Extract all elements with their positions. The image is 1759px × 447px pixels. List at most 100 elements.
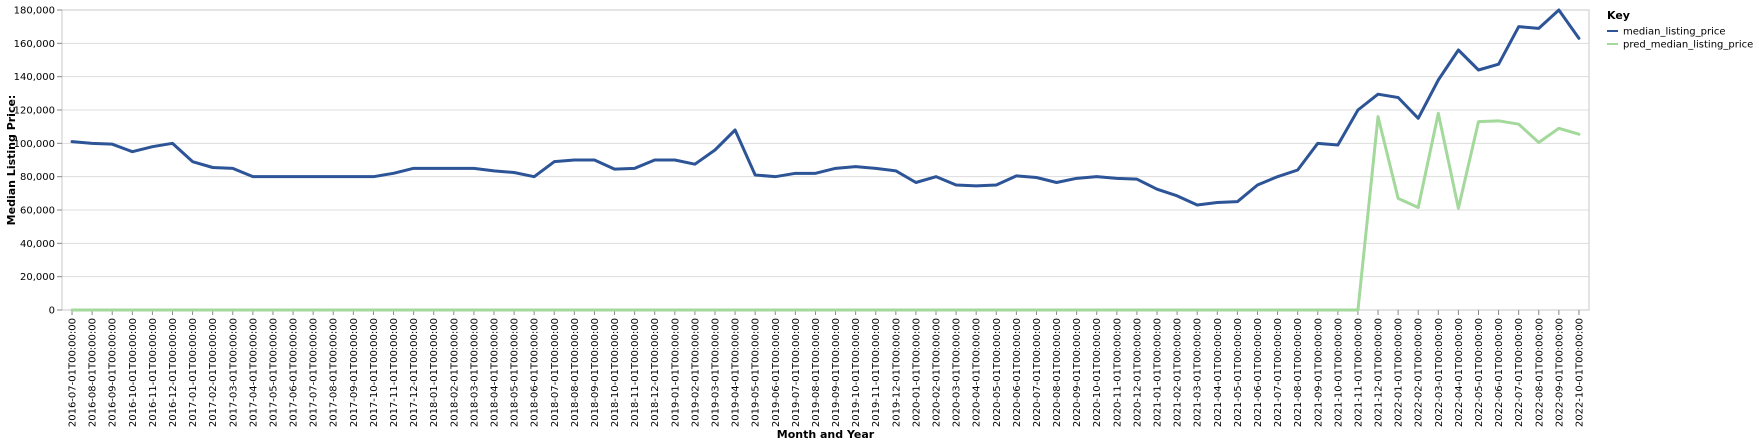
- x-tick-label: 2021-08-01T00:00:00: [1293, 318, 1304, 427]
- data-point: [312, 175, 314, 177]
- data-point: [1116, 177, 1118, 179]
- x-tick-label: 2019-02-01T00:00:00: [690, 318, 701, 427]
- data-point: [854, 309, 856, 311]
- y-tick-label: 140,000: [14, 72, 55, 83]
- x-tick-label: 2016-10-01T00:00:00: [128, 318, 139, 427]
- data-point: [372, 309, 374, 311]
- y-tick-label: 60,000: [20, 206, 55, 217]
- data-point: [1256, 184, 1258, 186]
- data-point: [593, 309, 595, 311]
- data-point: [272, 309, 274, 311]
- data-point: [352, 309, 354, 311]
- x-tick-label: 2020-12-01T00:00:00: [1132, 318, 1143, 427]
- x-tick-label: 2021-06-01T00:00:00: [1253, 318, 1264, 427]
- data-point: [412, 309, 414, 311]
- x-tick-label: 2019-01-01T00:00:00: [670, 318, 681, 427]
- x-tick-label: 2019-08-01T00:00:00: [811, 318, 822, 427]
- data-point: [794, 309, 796, 311]
- x-tick-label: 2016-09-01T00:00:00: [108, 318, 119, 427]
- data-point: [171, 309, 173, 311]
- data-point: [814, 309, 816, 311]
- data-point: [1256, 309, 1258, 311]
- data-point: [834, 309, 836, 311]
- data-point: [412, 167, 414, 169]
- data-point: [734, 309, 736, 311]
- x-tick-label: 2022-02-01T00:00:00: [1414, 318, 1425, 427]
- data-point: [1176, 195, 1178, 197]
- data-point: [232, 167, 234, 169]
- data-point: [1015, 309, 1017, 311]
- data-point: [1296, 309, 1298, 311]
- data-point: [1156, 309, 1158, 311]
- data-point: [553, 160, 555, 162]
- series-median-listing-price: [70, 8, 1581, 207]
- data-point: [1477, 120, 1479, 122]
- x-tick-label: 2020-08-01T00:00:00: [1052, 318, 1063, 427]
- data-point: [272, 175, 274, 177]
- data-point: [814, 172, 816, 174]
- data-point: [1216, 309, 1218, 311]
- data-point: [613, 309, 615, 311]
- x-tick-label: 2021-09-01T00:00:00: [1313, 318, 1324, 427]
- x-tick-label: 2019-06-01T00:00:00: [771, 318, 782, 427]
- grid-lines: [62, 9, 1589, 311]
- data-point: [1176, 309, 1178, 311]
- data-point: [292, 309, 294, 311]
- x-tick-label: 2016-12-01T00:00:00: [168, 318, 179, 427]
- data-point: [1377, 93, 1379, 95]
- legend-label-median-listing-price: median_listing_price: [1623, 27, 1726, 38]
- x-tick-label: 2021-05-01T00:00:00: [1233, 318, 1244, 427]
- y-tick-label: 180,000: [14, 6, 55, 17]
- data-point: [232, 309, 234, 311]
- data-point: [473, 167, 475, 169]
- data-point: [1156, 188, 1158, 190]
- x-tick-label: 2019-03-01T00:00:00: [710, 318, 721, 427]
- data-point: [1538, 27, 1540, 29]
- data-point: [1096, 309, 1098, 311]
- data-point: [774, 309, 776, 311]
- data-point: [1437, 79, 1439, 81]
- x-tick-label: 2017-11-01T00:00:00: [389, 318, 400, 427]
- x-tick-label: 2022-10-01T00:00:00: [1574, 318, 1585, 427]
- plot-area-border: [61, 9, 1590, 311]
- data-point: [111, 143, 113, 145]
- series-line: [70, 111, 1581, 312]
- x-tick-label: 2018-09-01T00:00:00: [590, 318, 601, 427]
- data-point: [1236, 200, 1238, 202]
- data-point: [111, 309, 113, 311]
- x-tick-label: 2018-12-01T00:00:00: [650, 318, 661, 427]
- y-tick-label: 80,000: [20, 172, 55, 183]
- data-point: [151, 145, 153, 147]
- data-point: [1397, 96, 1399, 98]
- data-point: [935, 175, 937, 177]
- x-tick-label: 2016-07-01T00:00:00: [68, 318, 79, 427]
- data-point: [1337, 309, 1339, 311]
- data-point: [1096, 175, 1098, 177]
- data-point: [513, 309, 515, 311]
- x-tick-label: 2017-12-01T00:00:00: [409, 318, 420, 427]
- data-point: [1196, 309, 1198, 311]
- data-point: [1357, 109, 1359, 111]
- data-point: [1437, 112, 1439, 114]
- x-tick-label: 2017-04-01T00:00:00: [248, 318, 259, 427]
- x-tick-label: 2017-06-01T00:00:00: [289, 318, 300, 427]
- data-point: [1015, 175, 1017, 177]
- x-tick-label: 2022-04-01T00:00:00: [1454, 318, 1465, 427]
- x-tick-label: 2021-07-01T00:00:00: [1273, 318, 1284, 427]
- x-tick-label: 2019-05-01T00:00:00: [751, 318, 762, 427]
- data-point: [654, 309, 656, 311]
- data-point: [694, 163, 696, 165]
- data-point: [1417, 117, 1419, 119]
- data-point: [774, 175, 776, 177]
- series-pred-median-listing-price: [70, 111, 1581, 312]
- data-point: [71, 140, 73, 142]
- x-tick-label: 2018-08-01T00:00:00: [570, 318, 581, 427]
- data-point: [613, 168, 615, 170]
- data-point: [895, 309, 897, 311]
- x-tick-label: 2017-09-01T00:00:00: [349, 318, 360, 427]
- data-point: [1035, 176, 1037, 178]
- data-point: [1558, 9, 1560, 11]
- x-tick-label: 2019-10-01T00:00:00: [851, 318, 862, 427]
- data-point: [935, 309, 937, 311]
- data-point: [955, 309, 957, 311]
